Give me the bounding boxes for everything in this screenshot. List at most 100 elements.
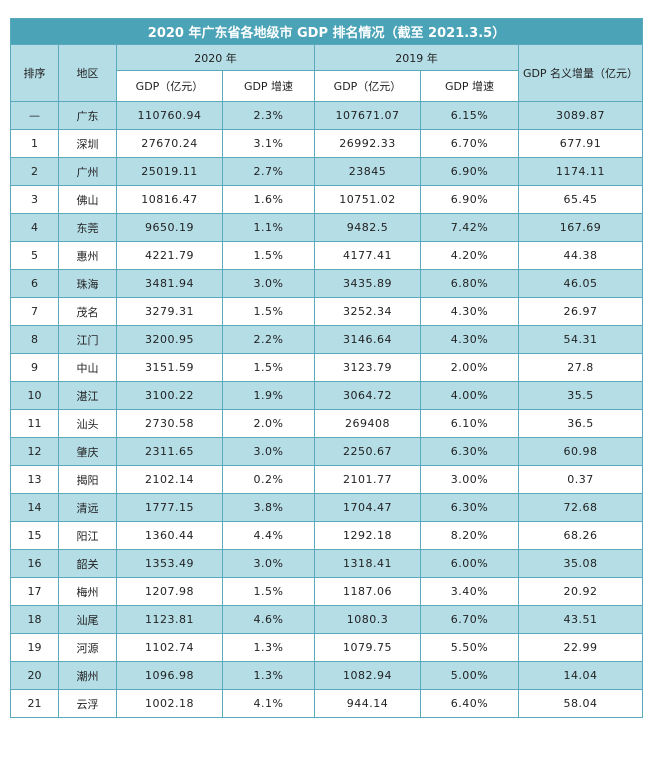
cell-rank: 9 [10,353,59,382]
cell-increase: 68.26 [517,521,644,550]
cell-gdp-2019: 1080.3 [314,605,421,634]
cell-increase: 65.45 [517,185,644,214]
cell-rank: 2 [10,157,59,186]
cell-gdp-2020: 3100.22 [116,381,223,410]
header-growth-2019: GDP 增速 [420,70,519,102]
cell-gdp-2019: 3064.72 [314,381,421,410]
table-row: 8 江门 3200.95 2.2% 3146.64 4.30% 54.31 [10,325,644,354]
cell-gdp-2019: 1292.18 [314,521,421,550]
cell-gdp-2020: 3200.95 [116,325,223,354]
cell-growth-2019: 6.15% [420,101,519,130]
cell-gdp-2020: 3151.59 [116,353,223,382]
cell-growth-2020: 2.7% [222,157,315,186]
cell-growth-2020: 1.5% [222,297,315,326]
cell-region: 深圳 [58,129,117,158]
cell-growth-2019: 6.30% [420,437,519,466]
cell-growth-2020: 1.1% [222,213,315,242]
cell-increase: 60.98 [517,437,644,466]
cell-region: 汕尾 [58,605,117,634]
table-row: 9 中山 3151.59 1.5% 3123.79 2.00% 27.8 [10,353,644,382]
table-row: 21 云浮 1002.18 4.1% 944.14 6.40% 58.04 [10,689,644,718]
table-row: 14 清远 1777.15 3.8% 1704.47 6.30% 72.68 [10,493,644,522]
header-gdp-2019: GDP（亿元） [314,70,421,102]
cell-region: 中山 [58,353,117,382]
cell-gdp-2019: 9482.5 [314,213,421,242]
cell-region: 惠州 [58,241,117,270]
cell-region: 江门 [58,325,117,354]
cell-growth-2019: 6.80% [420,269,519,298]
cell-increase: 35.5 [517,381,644,410]
header-year-2019: 2019 年 [314,44,519,71]
cell-growth-2019: 6.30% [420,493,519,522]
cell-increase: 20.92 [517,577,644,606]
cell-growth-2020: 2.0% [222,409,315,438]
table-row: 20 潮州 1096.98 1.3% 1082.94 5.00% 14.04 [10,661,644,690]
cell-region: 河源 [58,633,117,662]
cell-region: 佛山 [58,185,117,214]
cell-growth-2019: 2.00% [420,353,519,382]
table-row: 12 肇庆 2311.65 3.0% 2250.67 6.30% 60.98 [10,437,644,466]
cell-growth-2020: 1.9% [222,381,315,410]
cell-growth-2020: 2.2% [222,325,315,354]
table-row: 6 珠海 3481.94 3.0% 3435.89 6.80% 46.05 [10,269,644,298]
cell-region: 湛江 [58,381,117,410]
cell-region: 潮州 [58,661,117,690]
cell-gdp-2020: 3279.31 [116,297,223,326]
cell-gdp-2020: 2311.65 [116,437,223,466]
cell-growth-2019: 6.90% [420,157,519,186]
cell-increase: 26.97 [517,297,644,326]
cell-growth-2020: 1.3% [222,633,315,662]
cell-gdp-2019: 1187.06 [314,577,421,606]
cell-growth-2020: 3.0% [222,269,315,298]
cell-gdp-2020: 1353.49 [116,549,223,578]
cell-region: 清远 [58,493,117,522]
cell-region: 梅州 [58,577,117,606]
cell-growth-2019: 7.42% [420,213,519,242]
header-year-2020: 2020 年 [116,44,315,71]
table-row: 10 湛江 3100.22 1.9% 3064.72 4.00% 35.5 [10,381,644,410]
table-row: 15 阳江 1360.44 4.4% 1292.18 8.20% 68.26 [10,521,644,550]
cell-increase: 27.8 [517,353,644,382]
cell-increase: 3089.87 [517,101,644,130]
cell-increase: 36.5 [517,409,644,438]
table-row: 13 揭阳 2102.14 0.2% 2101.77 3.00% 0.37 [10,465,644,494]
cell-increase: 46.05 [517,269,644,298]
table-row: 16 韶关 1353.49 3.0% 1318.41 6.00% 35.08 [10,549,644,578]
cell-growth-2020: 3.1% [222,129,315,158]
cell-gdp-2020: 27670.24 [116,129,223,158]
cell-gdp-2020: 3481.94 [116,269,223,298]
table-row: 11 汕头 2730.58 2.0% 269408 6.10% 36.5 [10,409,644,438]
cell-region: 东莞 [58,213,117,242]
cell-region: 揭阳 [58,465,117,494]
cell-growth-2019: 4.30% [420,325,519,354]
cell-growth-2020: 4.6% [222,605,315,634]
cell-increase: 167.69 [517,213,644,242]
cell-gdp-2019: 26992.33 [314,129,421,158]
cell-gdp-2019: 1082.94 [314,661,421,690]
cell-growth-2020: 1.5% [222,577,315,606]
cell-growth-2019: 6.00% [420,549,519,578]
cell-rank: 17 [10,577,59,606]
cell-region: 韶关 [58,549,117,578]
cell-growth-2019: 4.00% [420,381,519,410]
table-body: — 广东 110760.94 2.3% 107671.07 6.15% 3089.87 1 深圳… [10,101,644,718]
cell-increase: 44.38 [517,241,644,270]
cell-growth-2019: 3.40% [420,577,519,606]
cell-growth-2019: 8.20% [420,521,519,550]
header-nominal-increase: GDP 名义增量（亿元） [517,44,644,102]
cell-gdp-2020: 1002.18 [116,689,223,718]
cell-region: 阳江 [58,521,117,550]
cell-gdp-2019: 944.14 [314,689,421,718]
cell-growth-2019: 6.90% [420,185,519,214]
cell-gdp-2020: 2730.58 [116,409,223,438]
cell-gdp-2020: 110760.94 [116,101,223,130]
cell-growth-2020: 3.0% [222,437,315,466]
cell-gdp-2019: 3252.34 [314,297,421,326]
cell-increase: 72.68 [517,493,644,522]
cell-rank: 6 [10,269,59,298]
cell-region: 广东 [58,101,117,130]
table-row: 18 汕尾 1123.81 4.6% 1080.3 6.70% 43.51 [10,605,644,634]
cell-gdp-2020: 10816.47 [116,185,223,214]
cell-growth-2020: 4.1% [222,689,315,718]
cell-increase: 1174.11 [517,157,644,186]
